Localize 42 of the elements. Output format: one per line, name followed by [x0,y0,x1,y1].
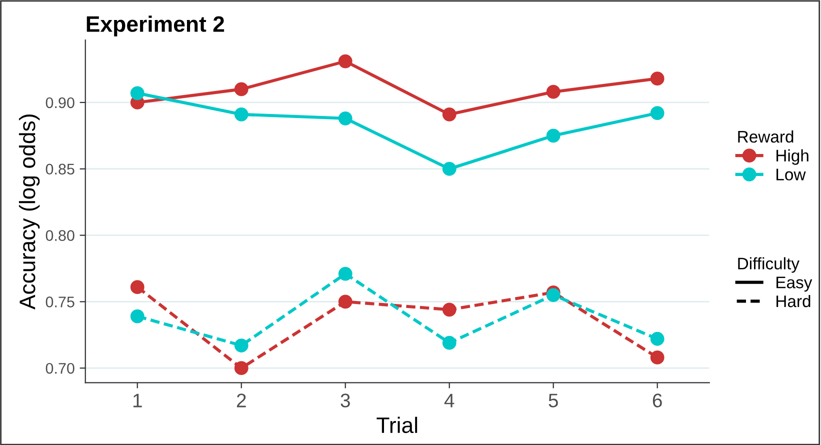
point [338,266,352,281]
chart-title: Experiment 2 [86,16,224,36]
point [650,106,664,120]
legend-label: Low [776,168,806,180]
point [338,111,352,126]
point [546,288,560,302]
point [130,280,144,294]
y-tick-label: 0.85 [46,164,74,175]
y-tick-label: 0.90 [46,97,74,108]
x-tick-label: 2 [236,394,246,408]
y-tick-label: 0.80 [46,230,74,241]
point [650,332,664,346]
text: Difficulty [738,257,800,273]
x-tick-label: 5 [548,394,558,408]
point [130,309,144,324]
point [546,84,560,99]
y-tick-label: 0.70 [46,362,74,374]
point [234,361,248,376]
point [546,128,560,143]
x-axis-title: Trial [376,416,418,434]
point [338,294,352,309]
x-tick-label: 6 [652,394,662,408]
text: Easy [776,276,812,292]
text: Hard [776,294,810,308]
point [234,107,248,122]
point [442,302,456,317]
point [442,162,456,176]
point [650,350,664,364]
point [442,107,456,122]
y-axis-title: Accuracy (log odds) [18,114,40,310]
y-tick-label: 0.75 [46,296,74,308]
legend-label: High [776,149,808,165]
point [650,72,664,86]
point [338,54,352,68]
text: Reward [738,130,794,143]
x-tick-label: 3 [340,394,350,408]
x-tick-label: 1 [133,394,142,408]
x-tick-label: 4 [444,394,454,408]
point [234,82,248,96]
point [234,338,248,352]
point [442,336,456,350]
point [130,86,144,100]
